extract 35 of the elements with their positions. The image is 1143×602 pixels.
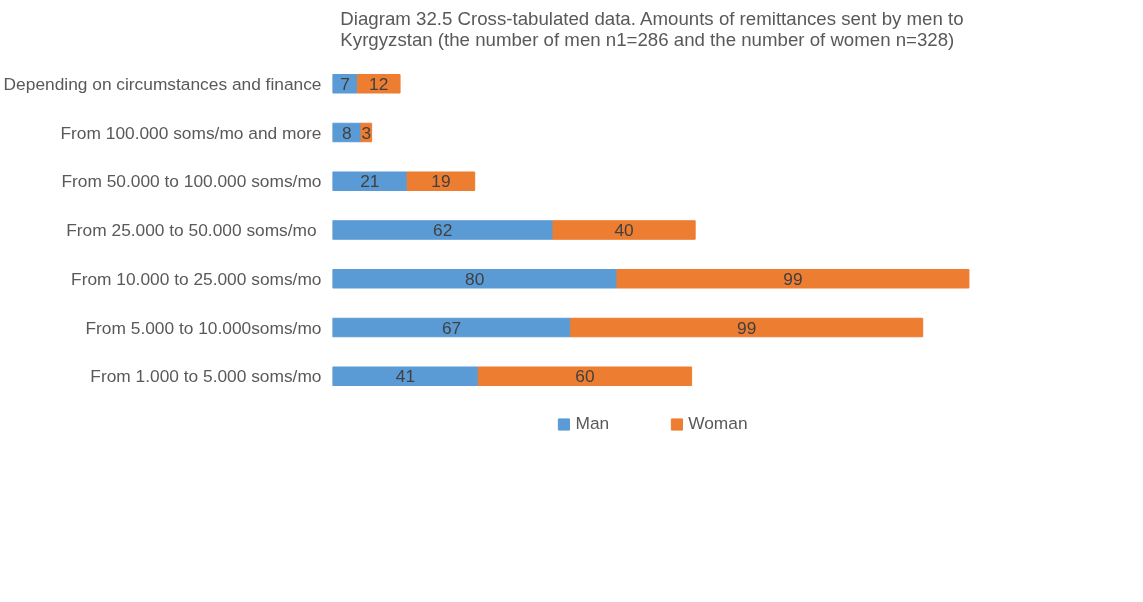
data-label: 41 — [395, 366, 416, 387]
data-label: 19 — [431, 171, 451, 192]
y-tick-label: From 25.000 to 50.000 soms/mo — [66, 220, 317, 240]
y-tick-label: Depending on circumstances and finance — [3, 73, 322, 94]
chart-title: Diagram 32.5 Cross-tabulated data. Amounts of remittances sent by men to Kyrgyzstan (the number of men n1=286 and the number of women n=328) — [340, 7, 964, 50]
bar — [332, 317, 572, 338]
y-tick-label: From 5.000 to 10.000soms/mo — [85, 317, 322, 338]
data-label: 7 — [340, 73, 350, 94]
bar — [570, 317, 924, 338]
data-label: 3 — [361, 122, 372, 143]
data-label: 8 — [341, 122, 352, 143]
data-label: 99 — [737, 317, 757, 338]
legend-label: Woman — [688, 413, 748, 434]
y-tick-label: From 1.000 to 5.000 soms/mo — [90, 366, 322, 387]
y-tick-label: From 10.000 to 25.000 soms/mo — [71, 268, 322, 289]
bar — [332, 366, 479, 387]
data-label: 99 — [783, 268, 803, 289]
legend-label: Man — [575, 413, 610, 434]
bar — [477, 366, 693, 387]
y-tick-label: From 100.000 soms/mo and more — [60, 122, 322, 143]
data-label: 40 — [614, 220, 634, 240]
bar — [332, 220, 554, 240]
bar — [552, 220, 696, 240]
bar — [406, 171, 476, 192]
data-label: 21 — [360, 171, 380, 192]
data-label: 67 — [441, 317, 462, 338]
bar — [332, 268, 618, 289]
y-tick-label: From 50.000 to 100.000 soms/mo — [61, 171, 322, 192]
data-label: 62 — [433, 220, 453, 240]
data-label: 80 — [465, 268, 485, 289]
bar — [356, 73, 401, 94]
bar — [332, 171, 408, 192]
data-label: 12 — [369, 73, 389, 94]
bar — [616, 268, 970, 289]
data-label: 60 — [575, 366, 595, 387]
